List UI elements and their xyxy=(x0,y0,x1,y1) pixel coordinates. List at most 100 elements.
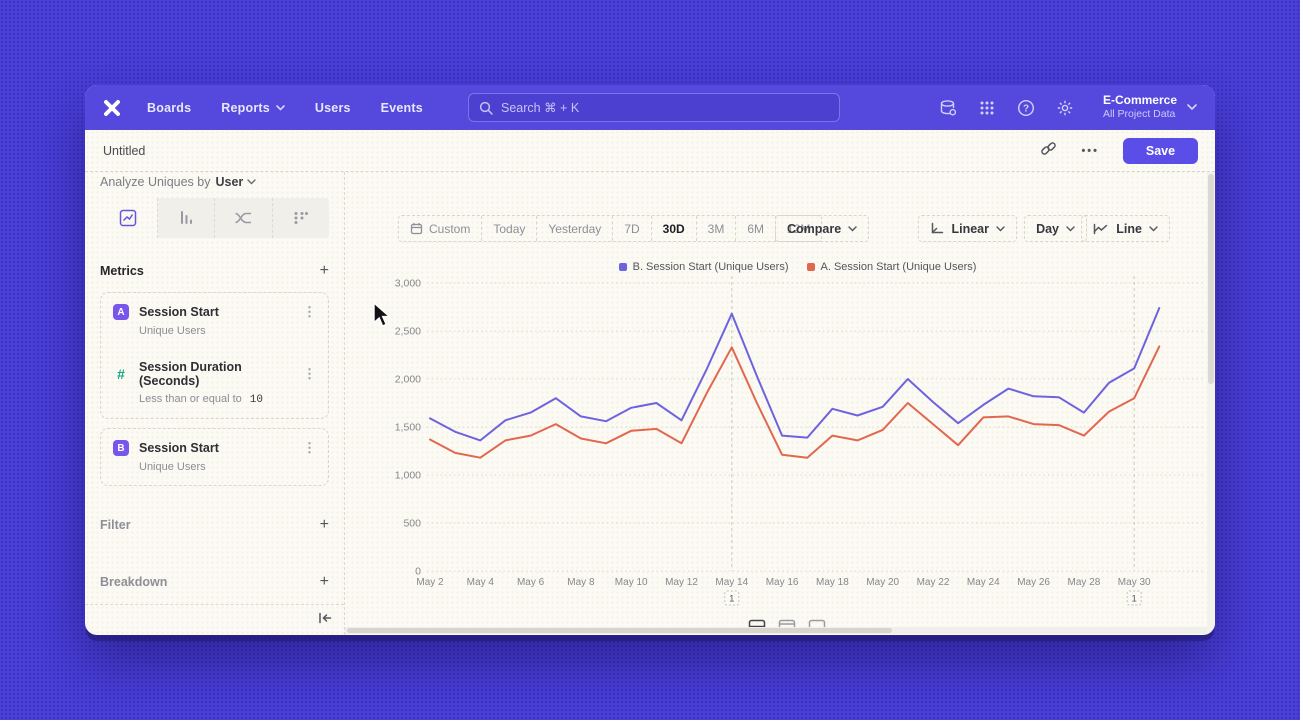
metric-name: Session Start xyxy=(139,305,219,319)
apps-grid-icon[interactable] xyxy=(978,99,996,117)
add-filter-button[interactable]: + xyxy=(319,516,329,533)
nav-right-icons: ? E-Commerce All Project Data xyxy=(939,93,1197,121)
tab-flows[interactable] xyxy=(215,198,273,238)
date-range-option-7d[interactable]: 7D xyxy=(613,216,652,241)
svg-text:May 22: May 22 xyxy=(917,577,950,588)
metric-item[interactable]: # Session Duration (Seconds) ⋮ xyxy=(113,360,316,388)
metrics-header-label: Metrics xyxy=(100,264,144,278)
nav-item-users[interactable]: Users xyxy=(315,101,351,115)
mixpanel-logo-icon[interactable] xyxy=(99,95,125,121)
chevron-down-icon xyxy=(276,104,285,111)
chevron-down-icon xyxy=(1187,104,1197,111)
filter-header-label: Filter xyxy=(100,518,131,532)
metric-menu-icon[interactable]: ⋮ xyxy=(303,440,316,455)
horizontal-scrollbar-thumb[interactable] xyxy=(347,628,892,633)
workspace-switcher[interactable]: E-Commerce All Project Data xyxy=(1103,93,1197,121)
date-range-option-30d[interactable]: 30D xyxy=(652,216,697,241)
nav-item-reports[interactable]: Reports xyxy=(221,101,285,115)
date-range-option-12m[interactable]: 12M xyxy=(776,216,821,241)
search-input[interactable]: Search ⌘ + K xyxy=(468,93,840,122)
svg-text:May 16: May 16 xyxy=(766,577,799,588)
linear-axis-icon xyxy=(932,222,944,234)
chart-type-dropdown[interactable]: Line xyxy=(1081,215,1170,242)
metric-menu-icon[interactable]: ⋮ xyxy=(303,366,316,381)
query-builder-sidebar: Analyze Uniques by User xyxy=(85,172,345,635)
filter-section-header: Filter + xyxy=(100,517,329,533)
date-range-label: 3M xyxy=(707,221,725,236)
line-chart[interactable]: 0 500 1,000 1,500 2,000 2,500 3,000 1 1 May 2 May … xyxy=(345,172,1205,635)
save-button[interactable]: Save xyxy=(1123,137,1198,164)
date-range-selector: Custom Today Yesterday 7D 30D 3M 6M 12M xyxy=(398,215,823,242)
svg-text:May 2: May 2 xyxy=(416,577,444,588)
metric-item[interactable]: A Session Start ⋮ xyxy=(113,304,316,320)
vertical-scrollbar-thumb[interactable] xyxy=(1208,174,1214,384)
granularity-dropdown[interactable]: Day xyxy=(1024,215,1087,242)
svg-text:May 8: May 8 xyxy=(567,577,595,588)
add-metric-button[interactable]: + xyxy=(319,262,329,279)
legend-item[interactable]: B. Session Start (Unique Users) xyxy=(618,261,789,273)
settings-gear-icon[interactable] xyxy=(1056,99,1074,117)
legend-label: A. Session Start (Unique Users) xyxy=(820,261,977,273)
nav-menu: Boards Reports Users Events xyxy=(147,101,423,115)
analyze-uniques-row: Analyze Uniques by User xyxy=(100,175,329,189)
analyze-by-dropdown[interactable]: User xyxy=(215,175,256,189)
metric-menu-icon[interactable]: ⋮ xyxy=(303,304,316,319)
tab-funnels[interactable] xyxy=(157,198,215,238)
chart-legend: B. Session Start (Unique Users) A. Sessio… xyxy=(430,261,1165,273)
date-range-label: 30D xyxy=(662,221,685,236)
more-options-button[interactable]: ••• xyxy=(1081,144,1099,157)
date-range-label: 12M xyxy=(787,221,811,236)
tab-retention[interactable] xyxy=(272,198,329,238)
tab-insights[interactable] xyxy=(100,198,158,238)
bar-chart-icon xyxy=(180,211,192,224)
number-property-icon: # xyxy=(117,366,125,382)
date-range-option-3m[interactable]: 3M xyxy=(697,216,737,241)
svg-text:1: 1 xyxy=(1132,594,1137,605)
nav-item-boards[interactable]: Boards xyxy=(147,101,191,115)
date-range-option-custom[interactable]: Custom xyxy=(399,216,483,241)
metric-card: A Session Start ⋮ Unique Users # Session… xyxy=(100,292,329,419)
workspace-subtitle: All Project Data xyxy=(1102,108,1176,121)
date-range-option-today[interactable]: Today xyxy=(482,216,538,241)
metric-badge: A xyxy=(113,304,129,320)
breakdown-section-header: Breakdown + xyxy=(100,574,329,590)
svg-text:May 4: May 4 xyxy=(467,577,495,588)
svg-text:2,000: 2,000 xyxy=(395,374,421,386)
nav-item-label: Reports xyxy=(221,100,270,115)
chevron-down-icon xyxy=(247,179,256,185)
chevron-down-icon xyxy=(1149,225,1158,231)
svg-text:May 24: May 24 xyxy=(967,577,1000,588)
svg-text:May 10: May 10 xyxy=(615,577,648,588)
svg-text:2,500: 2,500 xyxy=(395,326,421,338)
vertical-scrollbar[interactable] xyxy=(1207,172,1215,635)
chevron-down-icon xyxy=(848,225,857,231)
share-link-icon[interactable] xyxy=(1040,140,1057,162)
collapse-sidebar-icon[interactable] xyxy=(318,611,332,629)
add-breakdown-button[interactable]: + xyxy=(319,573,329,590)
search-placeholder: Search ⌘ + K xyxy=(501,101,580,115)
top-nav: Boards Reports Users Events Search ⌘ + K… xyxy=(85,85,1215,130)
nav-item-label: Users xyxy=(314,100,351,115)
date-range-option-yesterday[interactable]: Yesterday xyxy=(537,216,614,241)
metric-subtitle: Unique Users xyxy=(139,461,206,473)
axis-scale-dropdown[interactable]: Linear xyxy=(918,215,1017,242)
compare-dropdown[interactable]: Compare xyxy=(775,215,870,242)
analyze-label: Analyze Uniques by xyxy=(100,175,211,189)
report-title[interactable]: Untitled xyxy=(103,143,146,158)
condition-label: Less than or equal to xyxy=(139,393,242,405)
horizontal-scrollbar[interactable] xyxy=(345,627,1207,634)
svg-text:May 30: May 30 xyxy=(1118,577,1151,588)
data-management-icon[interactable] xyxy=(939,99,957,117)
metric-name: Session Start xyxy=(139,441,219,455)
legend-item[interactable]: A. Session Start (Unique Users) xyxy=(806,261,977,273)
svg-text:3,000: 3,000 xyxy=(395,278,421,290)
svg-text:May 20: May 20 xyxy=(866,577,899,588)
metric-item[interactable]: B Session Start ⋮ xyxy=(113,440,316,456)
date-range-label: 7D xyxy=(624,221,640,236)
metric-subtitle: Unique Users xyxy=(139,325,206,337)
help-icon[interactable]: ? xyxy=(1017,99,1035,117)
nav-item-events[interactable]: Events xyxy=(381,101,423,115)
condition-value[interactable]: 10 xyxy=(249,394,263,406)
report-type-tabs xyxy=(100,198,329,238)
workspace-name: E-Commerce xyxy=(1102,93,1177,108)
